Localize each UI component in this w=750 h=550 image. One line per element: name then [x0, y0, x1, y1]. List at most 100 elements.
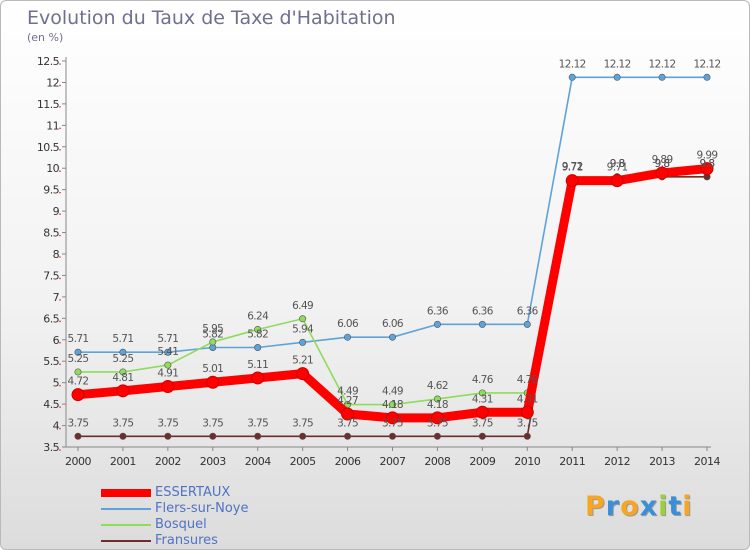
x-tick-label: 2004	[245, 455, 271, 468]
data-label-bosquel: 6.24	[247, 310, 269, 322]
point-fransures	[433, 432, 441, 440]
point-flers-sur-noye	[613, 73, 621, 81]
y-tick-dot	[59, 106, 61, 108]
point-flers-sur-noye	[658, 73, 666, 81]
data-label-bosquel: 4.49	[382, 386, 403, 398]
legend-swatch	[101, 539, 151, 542]
x-tick-label: 2009	[469, 455, 495, 468]
point-bosquel	[164, 361, 172, 369]
data-label-bosquel: 5.25	[68, 353, 89, 365]
point-flers-sur-noye	[523, 320, 531, 328]
point-bosquel	[478, 389, 486, 397]
data-label-bosquel: 4.76	[472, 374, 494, 386]
point-flers-sur-noye	[254, 343, 262, 351]
point-fransures	[164, 432, 172, 440]
data-label-flers-sur-noye: 6.36	[427, 305, 449, 317]
point-essertaux	[386, 411, 399, 425]
data-label-fransures: 3.75	[68, 417, 89, 429]
data-label-flers-sur-noye: 6.06	[337, 318, 359, 330]
data-label-flers-sur-noye: 5.82	[247, 328, 268, 340]
data-label-fransures: 3.75	[337, 417, 358, 429]
data-label-bosquel: 5.95	[202, 323, 223, 335]
data-label-essertaux: 9.71	[562, 162, 583, 174]
logo-letter: o	[620, 491, 640, 522]
point-fransures	[388, 432, 396, 440]
y-tick-label: 6	[53, 334, 60, 347]
chart-unit: (en %)	[27, 31, 64, 44]
y-tick-label: 11.5	[37, 98, 60, 111]
data-label-essertaux: 4.18	[427, 399, 448, 411]
series-line-essertaux	[77, 164, 708, 423]
y-tick-dot	[59, 341, 61, 344]
logo-letter: r	[605, 491, 621, 522]
y-tick-label: 9.5	[43, 184, 59, 197]
data-label-fransures: 9.8	[655, 158, 670, 170]
logo-letter: t	[668, 491, 683, 522]
point-fransures	[119, 432, 127, 440]
y-tick-dot	[59, 84, 61, 87]
x-tick-label: 2003	[200, 455, 226, 468]
legend-label: ESSERTAUX	[155, 485, 231, 500]
y-tick-label: 12	[46, 76, 59, 89]
data-label-bosquel: 9.8	[655, 158, 670, 170]
point-fransures	[478, 432, 486, 440]
point-essertaux	[116, 384, 130, 398]
point-essertaux	[610, 174, 624, 188]
y-tick-dot	[59, 320, 61, 323]
legend-item-essertaux: ESSERTAUX	[101, 485, 248, 501]
data-label-bosquel: 5.25	[112, 353, 133, 365]
y-tick-dot	[59, 449, 61, 451]
data-label-flers-sur-noye: 5.71	[157, 333, 178, 345]
data-label-fransures: 3.75	[427, 417, 448, 429]
data-label-essertaux: 4.91	[157, 368, 178, 380]
point-fransures	[344, 432, 352, 440]
logo-letter: i	[682, 491, 693, 522]
point-essertaux	[520, 405, 534, 419]
y-tick-label: 6.5	[43, 312, 59, 325]
x-tick-label: 2007	[380, 455, 406, 468]
y-tick-label: 7	[53, 291, 60, 304]
data-label-fransures: 3.75	[157, 417, 178, 429]
data-label-essertaux: 4.27	[337, 395, 358, 407]
data-label-bosquel: 9.8	[700, 158, 715, 170]
point-essertaux	[655, 166, 669, 180]
data-label-flers-sur-noye: 6.06	[382, 318, 404, 330]
data-label-flers-sur-noye: 5.82	[202, 328, 223, 340]
data-label-flers-sur-noye: 12.12	[604, 58, 631, 70]
y-tick-label: 11	[46, 119, 59, 132]
data-label-fransures: 3.75	[292, 417, 313, 429]
data-label-flers-sur-noye: 6.36	[517, 305, 539, 317]
data-label-flers-sur-noye: 12.12	[559, 58, 586, 70]
point-flers-sur-noye	[478, 320, 486, 328]
data-label-fransures: 9.8	[610, 158, 625, 170]
point-essertaux	[296, 367, 310, 381]
y-tick-dot	[59, 170, 61, 173]
proxiti-logo: Proxiti	[585, 491, 693, 522]
point-essertaux	[430, 411, 444, 425]
y-tick-label: 10.5	[37, 141, 60, 154]
point-fransures	[74, 432, 82, 440]
y-tick-dot	[59, 127, 61, 130]
data-label-fransures: 3.75	[247, 417, 268, 429]
x-tick-label: 2014	[694, 455, 720, 468]
point-essertaux	[206, 375, 220, 389]
point-essertaux	[161, 380, 175, 394]
data-label-essertaux: 4.31	[472, 393, 493, 405]
data-label-flers-sur-noye: 5.71	[68, 333, 89, 345]
legend-item-bosquel: Bosquel	[101, 517, 248, 533]
point-flers-sur-noye	[568, 73, 576, 81]
data-label-flers-sur-noye: 6.36	[472, 305, 494, 317]
point-flers-sur-noye	[344, 333, 352, 341]
point-fransures	[299, 432, 307, 440]
y-tick-dot	[59, 363, 61, 366]
y-tick-dot	[59, 148, 61, 151]
data-label-fransures: 9.8	[700, 158, 715, 170]
y-tick-dot	[59, 234, 61, 237]
y-tick-label: 9	[53, 205, 60, 218]
y-tick-dot	[59, 277, 61, 280]
data-label-bosquel: 9.72	[562, 161, 583, 173]
data-label-essertaux: 4.81	[112, 372, 133, 384]
x-tick-label: 2001	[110, 455, 136, 468]
data-label-essertaux: 5.11	[247, 359, 268, 371]
